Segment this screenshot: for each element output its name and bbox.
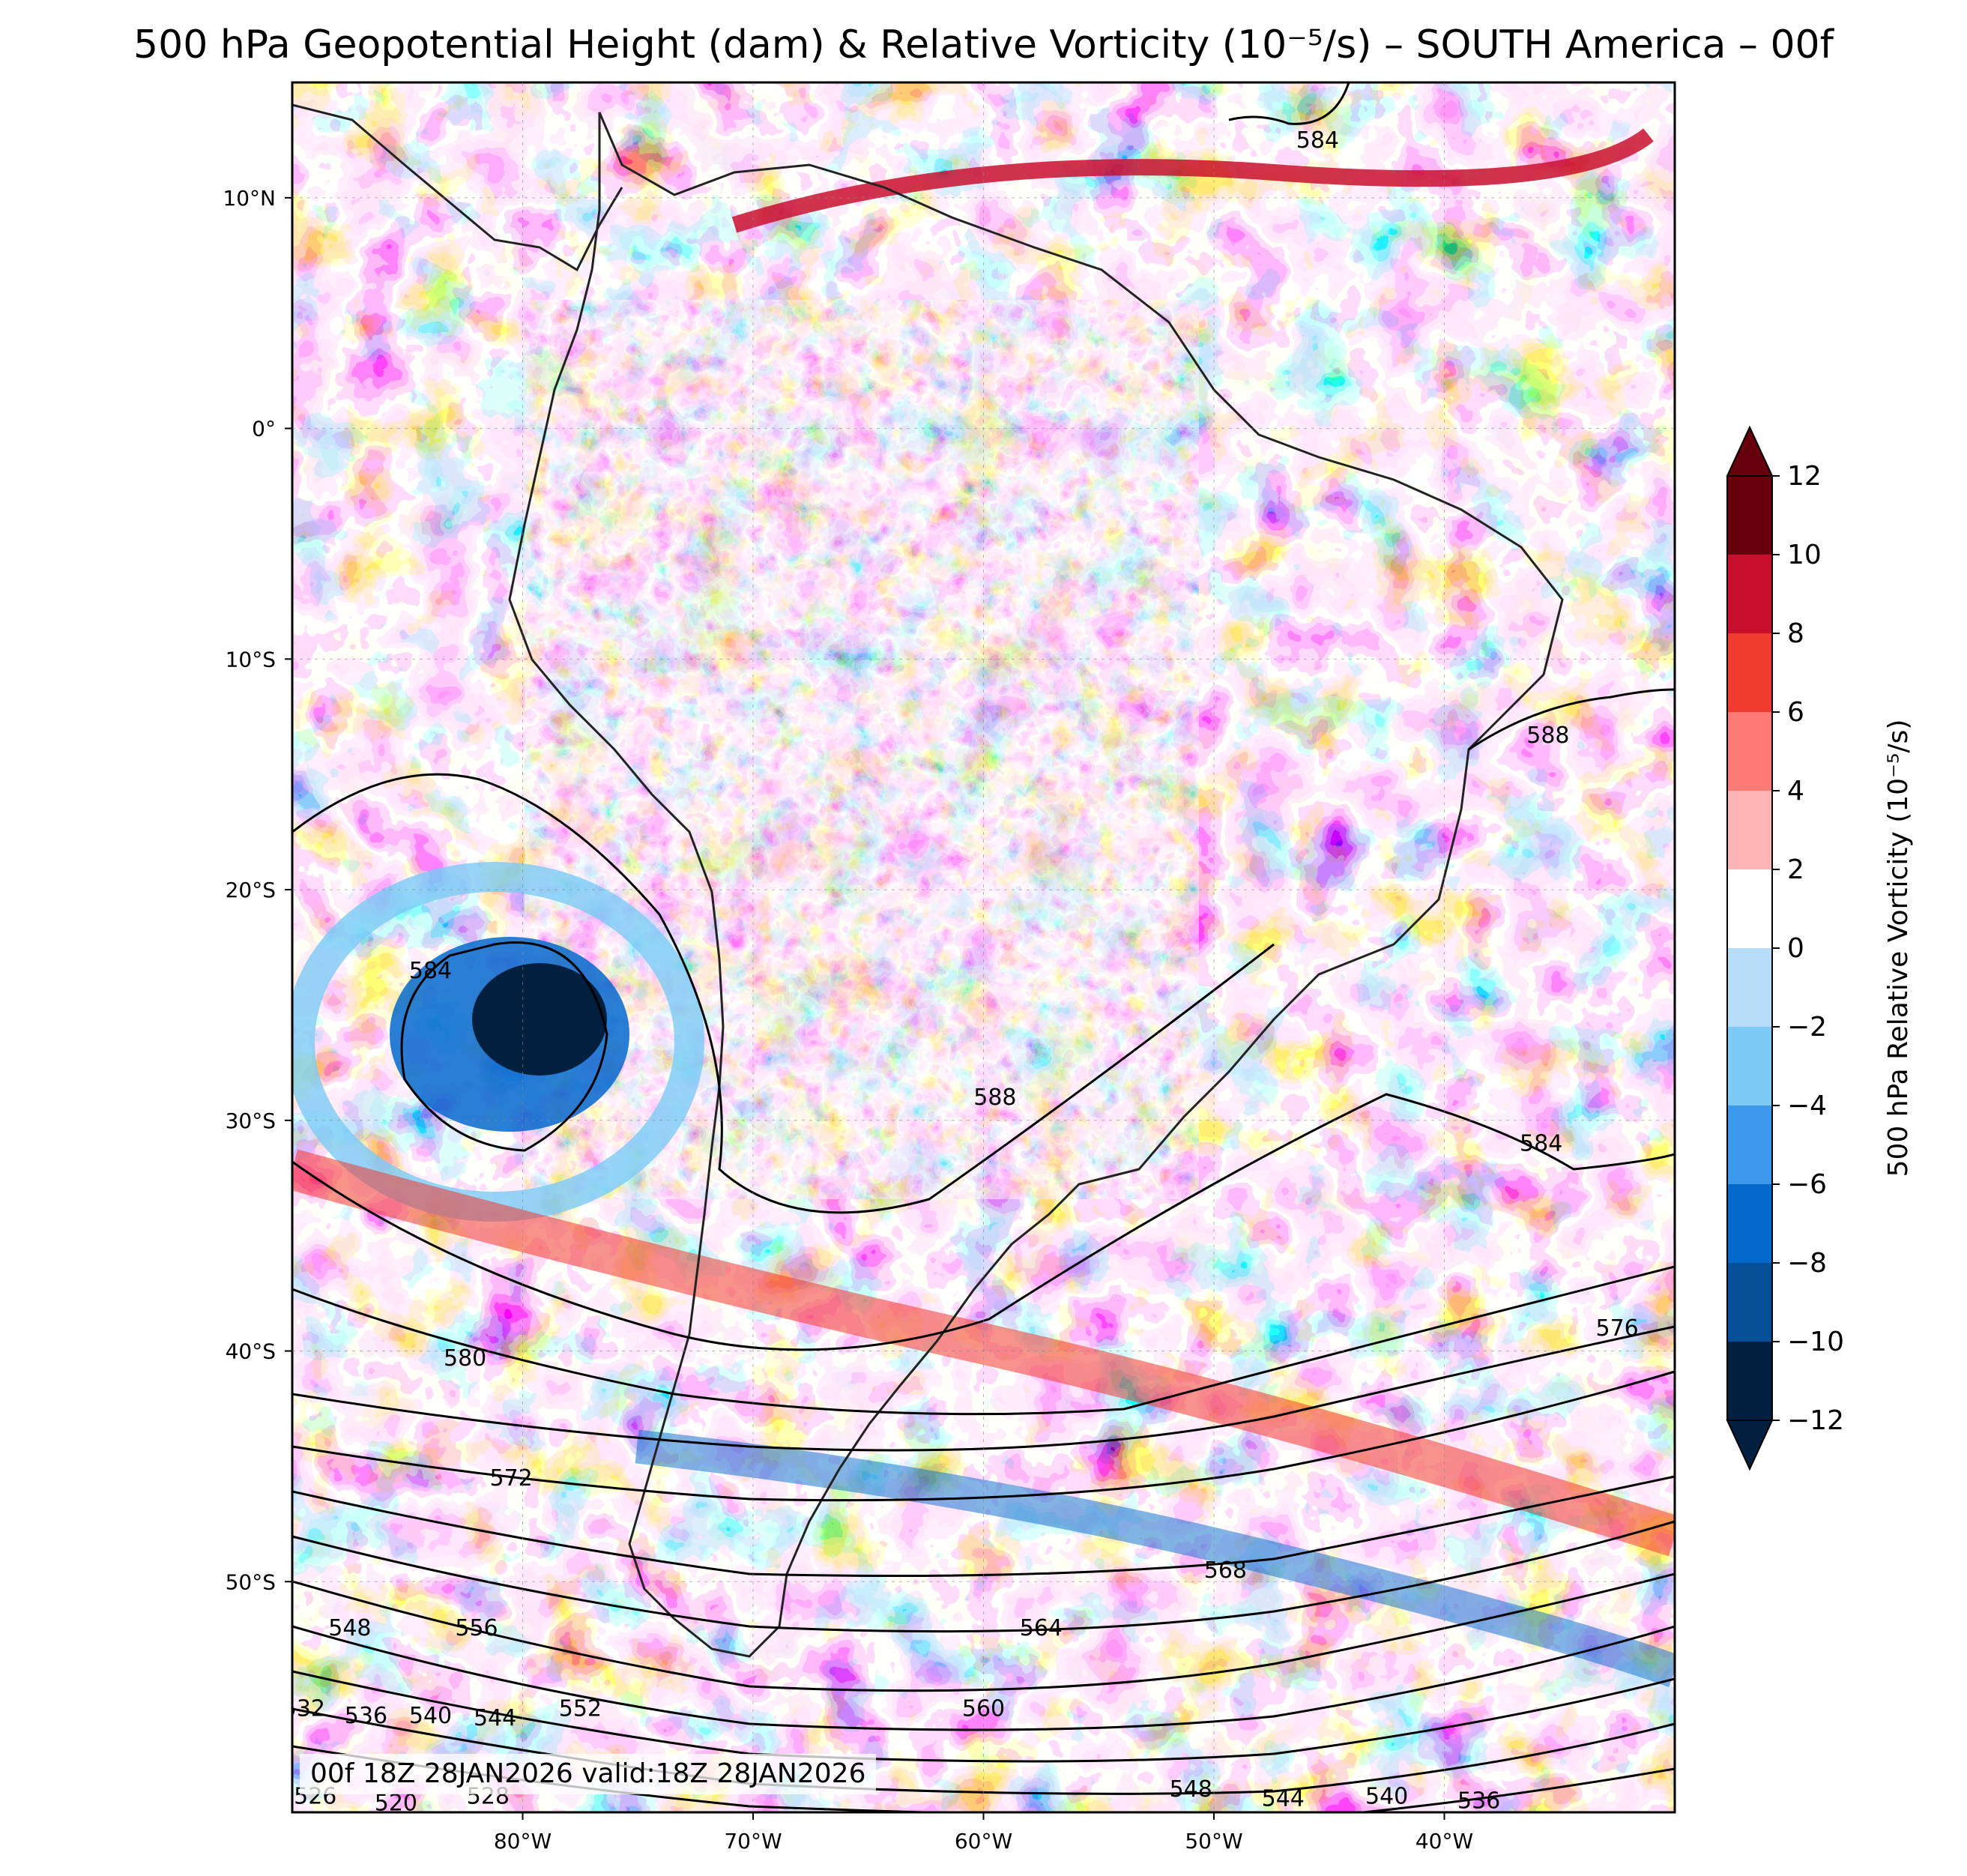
lat-tick-label: 50°S [226,1569,276,1594]
colorbar-tick-label: −12 [1787,1405,1844,1436]
jet-streak-south-red [292,1149,1675,1557]
lat-tick-label: 40°S [226,1339,276,1364]
contour-564 [292,1520,1675,1633]
contour-label: 588 [1526,723,1569,749]
contour-label: 584 [1296,127,1339,154]
colorbar-segment [1727,948,1772,1028]
valid-time-label: 00f 18Z 28JAN2026 valid:18Z 28JAN2026 [300,1754,877,1794]
contour-584-north [1228,82,1350,125]
chart-title: 500 hPa Geopotential Height (dam) & Rela… [133,22,1834,67]
colorbar-label: 500 hPa Relative Vorticity (10⁻⁵/s) [1883,720,1914,1177]
colorbar-tick-label: 6 [1787,697,1804,728]
colorbar-tick-label: −4 [1787,1091,1827,1121]
colorbar-tick-label: 8 [1787,618,1804,649]
longitude-axis: 80°W 70°W 60°W 50°W 40°W [494,82,1473,1854]
contour-label: 544 [474,1705,516,1731]
lat-tick-label: 20°S [226,878,276,902]
colorbar-segment [1727,476,1772,555]
cutoff-low-vortex [292,862,704,1222]
colorbar-segment [1727,791,1772,870]
colorbar: 12 10 8 6 4 2 0 −2 −4 −6 −8 −10 −12 500 hPa Relative … [1726,425,1914,1471]
contour-label: 564 [1020,1615,1063,1641]
lon-tick-label: 80°W [494,1829,552,1854]
colorbar-segment [1727,555,1772,634]
contour-584-south [292,1093,1675,1351]
colorbar-tick-label: −10 [1787,1327,1844,1357]
contour-556 [292,1625,1675,1731]
colorbar-segment [1727,1027,1772,1106]
lon-tick-label: 60°W [955,1829,1012,1854]
contour-label: 548 [328,1615,371,1641]
colorbar-tick-label: 0 [1787,933,1804,964]
lon-tick-label: 70°W [724,1829,782,1854]
contour-552 [292,1670,1675,1763]
colorbar-tick-label: −2 [1787,1012,1827,1043]
contour-label: 536 [345,1703,387,1729]
contour-label: 584 [409,958,452,984]
colorbar-tick-label: 2 [1787,854,1804,885]
height-contours [292,82,1675,1812]
colorbar-tick-label: 4 [1787,776,1804,806]
lat-tick-label: 30°S [226,1109,276,1133]
contour-548 [292,1707,1675,1795]
jet-streak-south-blue [635,1429,1675,1688]
south-america-coastline [508,112,1564,1658]
colorbar-segment [1727,633,1772,713]
contour-label: 556 [455,1615,498,1641]
colorbar-extend-min [1726,1420,1774,1471]
contour-576 [292,1325,1675,1452]
contour-label: 572 [489,1465,532,1492]
lon-tick-label: 40°W [1415,1829,1473,1854]
contour-572 [292,1370,1675,1502]
contour-568 [292,1475,1675,1577]
contour-560 [292,1572,1675,1692]
lat-tick-label: 0° [252,417,276,441]
contour-label: 552 [559,1696,602,1722]
lat-tick-label: 10°N [223,186,276,211]
contour-584-low [400,941,608,1152]
contour-580 [292,1265,1675,1416]
contour-label: 548 [1170,1776,1212,1803]
contour-label: 540 [1365,1783,1408,1809]
colorbar-tick-label: 12 [1787,461,1822,492]
colorbar-segment [1727,712,1772,791]
contour-588-northeast [1468,688,1675,751]
lat-tick-label: 10°S [226,647,276,672]
contour-label: 532 [282,1696,325,1722]
colorbar-segment [1727,1184,1772,1264]
colorbar-segment [1727,869,1772,949]
contour-label: 536 [1457,1788,1500,1815]
central-america-coastline [292,103,623,272]
colorbar-segment [1727,1106,1772,1185]
jet-streak-north [731,128,1654,233]
lon-tick-label: 50°W [1185,1829,1242,1854]
contour-label: 588 [973,1085,1016,1111]
contour-label: 576 [1595,1315,1638,1342]
contour-588-ring [292,773,1275,1214]
contour-label: 568 [1204,1557,1247,1584]
contour-label: 544 [1262,1786,1305,1812]
colorbar-extend-max [1726,425,1774,477]
colorbar-segment [1727,1342,1772,1421]
contour-label: 584 [1520,1131,1562,1157]
colorbar-tick-label: −8 [1787,1248,1827,1279]
contour-label: 540 [409,1703,452,1729]
contour-label: 580 [444,1345,486,1372]
vorticity-field-detail [525,300,1199,1199]
colorbar-tick-label: −6 [1787,1169,1827,1200]
colorbar-segment [1727,1263,1772,1342]
colorbar-tick-label: 10 [1787,540,1822,570]
